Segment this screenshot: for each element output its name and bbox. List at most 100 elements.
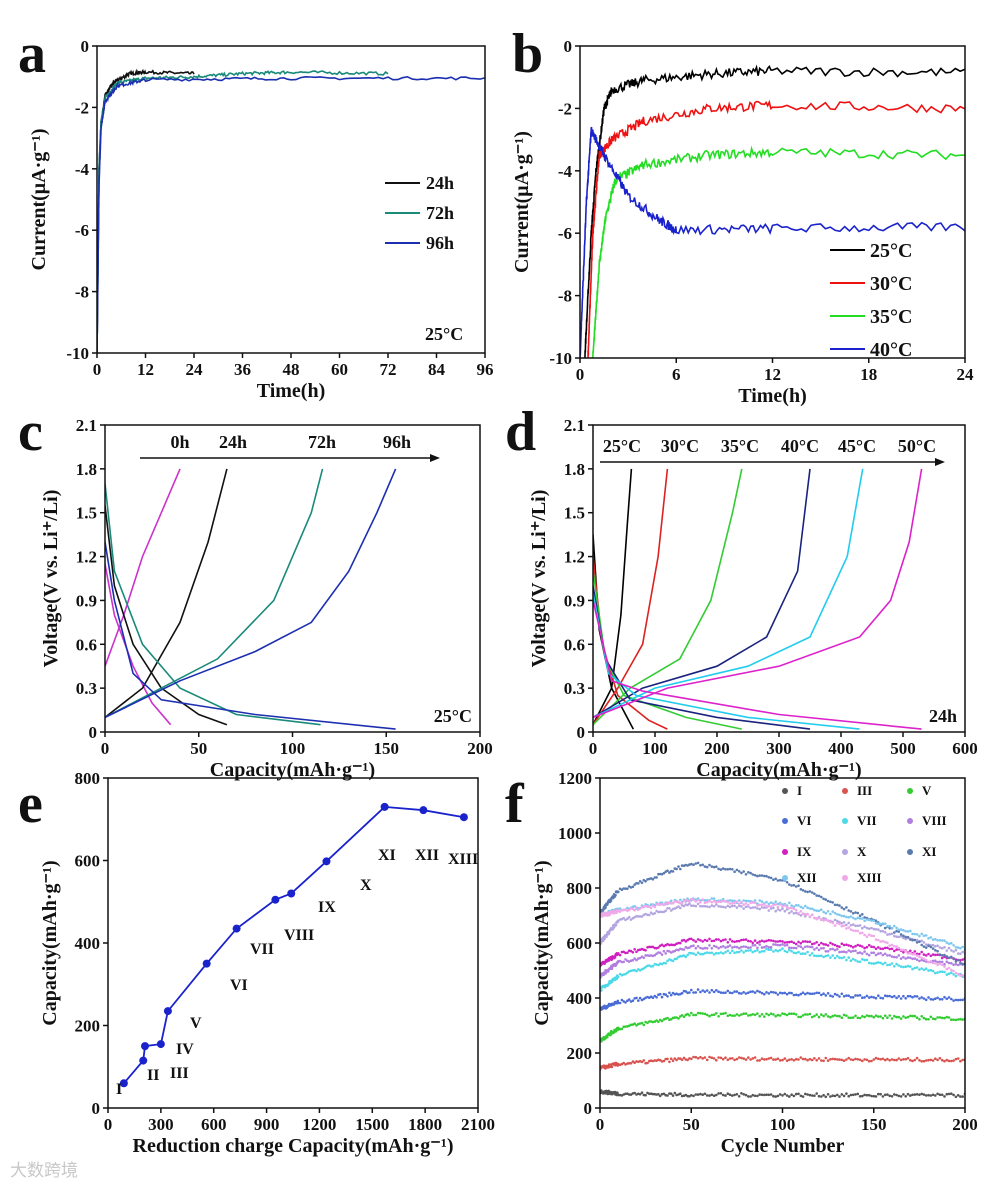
legend-marker-XI [907, 849, 913, 855]
data-point-VII [701, 952, 704, 956]
data-point-XII [915, 933, 919, 936]
data-point-III [790, 1058, 793, 1061]
data-point-XI [744, 873, 748, 876]
data-point-VI [797, 993, 800, 997]
point-label: XIII [448, 851, 478, 868]
y-tick-label: 200 [75, 1017, 101, 1036]
data-point-III [680, 1058, 684, 1061]
data-point-X [858, 924, 862, 927]
data-point-XIII [867, 933, 871, 936]
data-point-VII [799, 952, 803, 956]
data-point-III [785, 1059, 789, 1062]
data-point-XI [888, 926, 891, 930]
data-point-VII [831, 954, 834, 957]
data-point-III [829, 1058, 832, 1061]
data-point-XII [810, 907, 814, 911]
data-point-XI [934, 949, 937, 952]
data-point-I [776, 1094, 780, 1098]
data-point-VII [895, 962, 898, 966]
data-point-XIII [758, 903, 761, 907]
data-point-V [826, 1015, 830, 1018]
data-point-IX [618, 953, 622, 957]
data-point-IX [692, 938, 695, 942]
data-point-VII [906, 964, 910, 968]
data-point-IX [804, 940, 807, 943]
data-point-X [751, 906, 755, 909]
data-point-III [824, 1056, 828, 1060]
data-point-XIII [778, 903, 782, 906]
data-point-VI [781, 991, 784, 995]
data-point-XIII [627, 908, 631, 912]
data-point-VIII [804, 945, 807, 949]
data-point-I [954, 1095, 958, 1099]
data-point-XI [705, 865, 709, 869]
data-point-XI [609, 899, 613, 903]
data-point-VII [867, 961, 871, 965]
data-point-VII [690, 951, 693, 955]
data-point-XIII [806, 912, 809, 916]
data-point-XIII [954, 971, 958, 975]
data-point-XI [677, 865, 680, 868]
data-point-III [954, 1057, 958, 1061]
data-point-X [851, 923, 855, 926]
data-point-VIII [911, 957, 914, 961]
data-point-I [829, 1095, 832, 1098]
data-point-XIII [760, 903, 764, 906]
data-point-III [845, 1058, 848, 1061]
data-point-III [820, 1059, 823, 1062]
data-point-XII [679, 898, 682, 902]
data-point-IX [688, 937, 691, 941]
panel-letter: f [505, 773, 525, 835]
data-point-VIII [622, 960, 625, 964]
data-point-V [801, 1014, 805, 1017]
data-point-VIII [788, 946, 791, 949]
data-point-IX [886, 946, 889, 950]
data-point-XII [872, 919, 876, 923]
data-point-V [899, 1017, 903, 1020]
data-point-III [622, 1061, 625, 1065]
data-point-VII [822, 955, 825, 959]
data-point-VIII [701, 947, 704, 950]
data-point-XI [701, 863, 704, 867]
data-point-XII [909, 929, 912, 933]
data-point-VI [684, 990, 688, 993]
point-label: II [147, 1067, 159, 1084]
data-point-V [767, 1013, 771, 1017]
data-point-I [877, 1092, 880, 1096]
data-point-V [909, 1014, 912, 1018]
data-point-VI [724, 991, 727, 994]
data-point-XI [909, 938, 912, 941]
data-point-XII [931, 938, 935, 941]
data-point-XI [717, 867, 720, 871]
data-point-IX [660, 943, 664, 947]
series-72h [97, 70, 389, 353]
data-point-VII [888, 963, 891, 967]
data-point-IX [696, 938, 700, 941]
data-point-I [959, 1095, 962, 1098]
data-point-VII [794, 951, 798, 955]
data-point-I [710, 1093, 714, 1097]
data-point-V [845, 1014, 848, 1017]
data-point-XII [904, 930, 907, 933]
data-point-VII [924, 967, 928, 970]
data-point-XII [699, 899, 702, 902]
data-point-XI [774, 877, 777, 881]
data-point-XIII [826, 919, 830, 923]
data-point-XI [749, 871, 752, 875]
data-point-VI [651, 996, 655, 999]
data-point-XIII [660, 902, 664, 906]
data-point-V [633, 1022, 636, 1025]
data-point-VIII [931, 959, 935, 963]
data-point-I [679, 1092, 682, 1095]
data-point-XIII [680, 901, 684, 905]
data-point-V [606, 1035, 609, 1039]
data-point-XIII [774, 903, 777, 906]
data-point-III [760, 1057, 764, 1060]
data-point-XIII [747, 903, 750, 907]
data-point-VIII [899, 957, 903, 960]
point-label: III [170, 1065, 189, 1082]
data-point-X [614, 923, 618, 927]
data-point-V [765, 1012, 768, 1016]
data-point-V [669, 1018, 673, 1021]
